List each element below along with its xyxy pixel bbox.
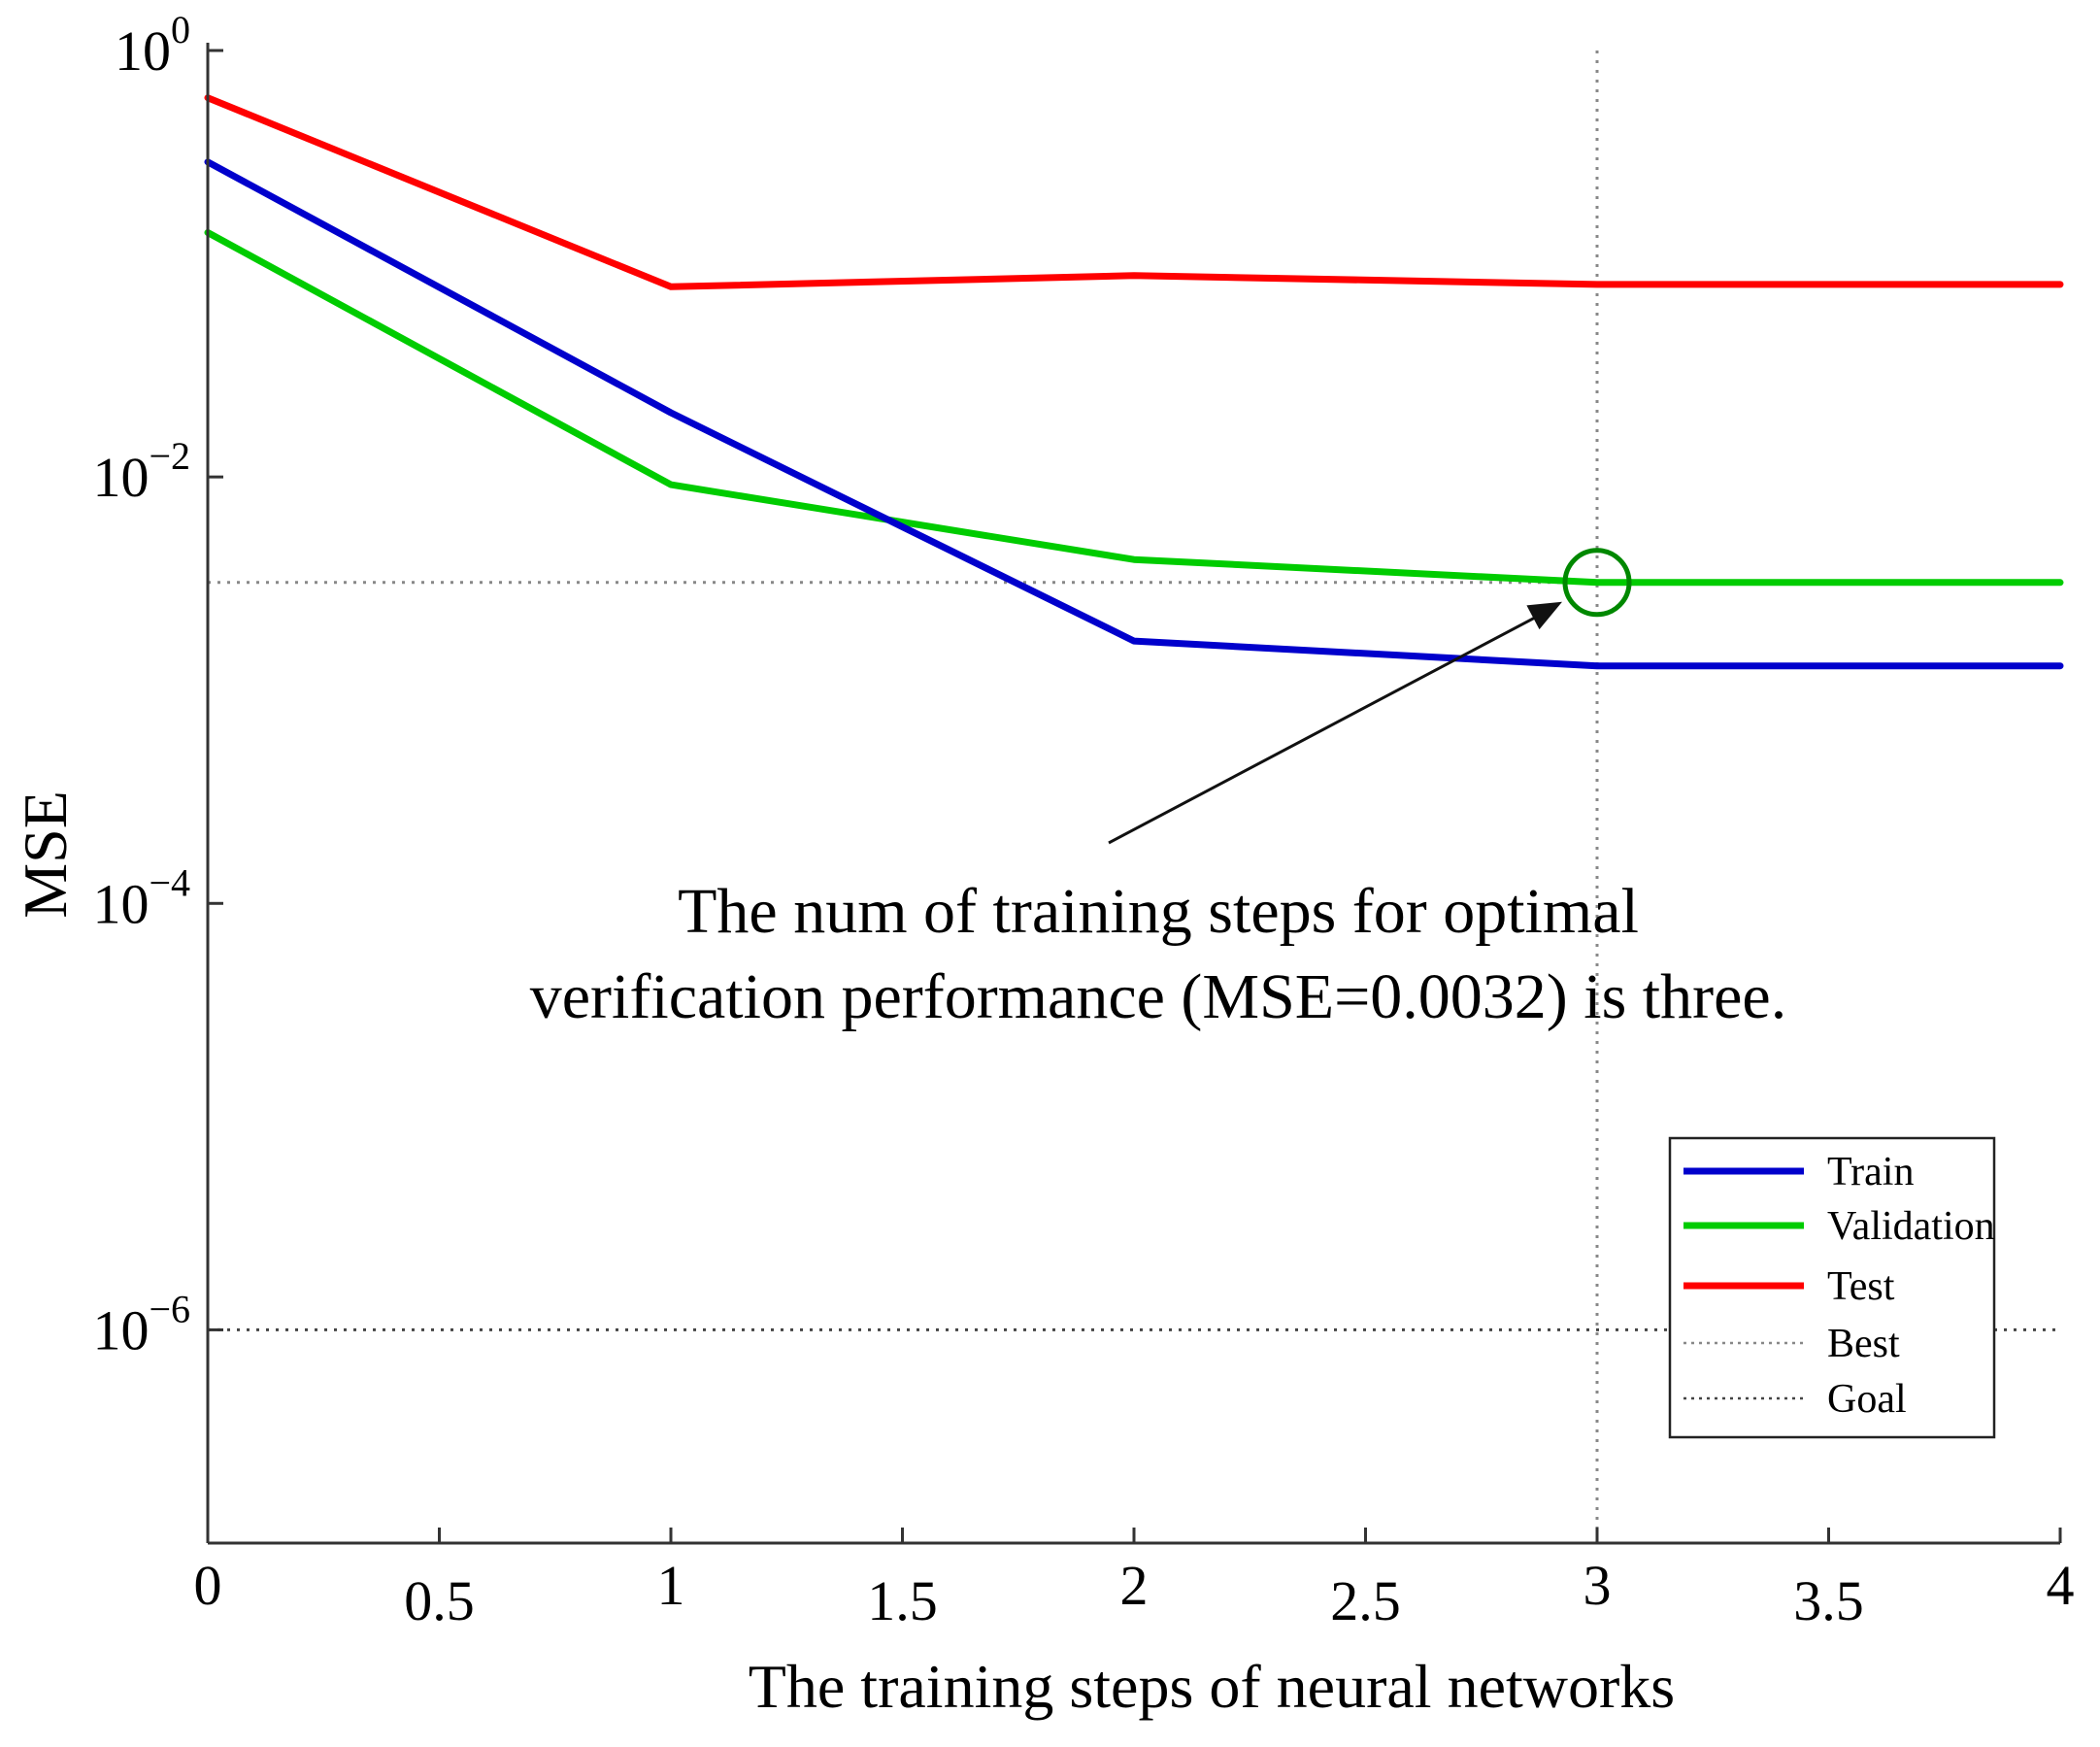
x-tick-label: 0.5 <box>404 1569 475 1632</box>
axes: The training steps of neural networks MSE <box>11 43 2060 1721</box>
x-tick-label: 2 <box>1120 1554 1149 1617</box>
series-line-validation <box>204 229 2064 587</box>
legend: Train Validation Test Best Goal <box>1668 1136 1996 1439</box>
annotation-arrow-line <box>1108 613 1542 845</box>
x-tick-label: 3 <box>1583 1554 1612 1617</box>
annotation: The num of training steps for optimal ver… <box>530 601 1786 1032</box>
x-tick-label: 0 <box>194 1554 222 1617</box>
best-marker-circle <box>1562 548 1632 618</box>
x-axis-title: The training steps of neural networks <box>749 1652 1675 1721</box>
series-line-test <box>204 94 2064 290</box>
y-tick-base: 10 <box>92 1298 149 1361</box>
y-tick-exponent: −6 <box>149 1287 190 1330</box>
y-tick-base: 10 <box>92 446 149 509</box>
y-tick-label: 100 <box>115 8 190 83</box>
legend-label-train: Train <box>1827 1150 1914 1194</box>
x-tick-label: 1 <box>657 1554 685 1617</box>
y-tick-base: 10 <box>115 19 171 83</box>
x-tick-label: 2.5 <box>1330 1569 1401 1632</box>
x-tick-label: 1.5 <box>867 1569 938 1632</box>
y-tick-label: 10−2 <box>92 434 190 509</box>
x-tick-label: 3.5 <box>1793 1569 1864 1632</box>
y-tick-base: 10 <box>92 872 149 935</box>
y-tick-exponent: −2 <box>149 434 190 478</box>
legend-label-goal: Goal <box>1827 1377 1907 1422</box>
y-tick-exponent: 0 <box>171 8 190 51</box>
y-axis-title: MSE <box>11 790 80 919</box>
annotation-text-line: The num of training steps for optimal <box>678 876 1639 947</box>
annotation-text-line: verification performance (MSE=0.0032) is… <box>530 961 1786 1032</box>
y-tick-label: 10−6 <box>92 1287 190 1361</box>
legend-label-best: Best <box>1827 1322 1900 1366</box>
legend-label-test: Test <box>1827 1264 1895 1309</box>
x-tick-label: 4 <box>2047 1554 2075 1617</box>
series-lines <box>204 94 2064 670</box>
y-tick-exponent: −4 <box>149 860 190 904</box>
y-tick-label: 10−4 <box>92 860 190 935</box>
annotation-arrow-head <box>1526 601 1562 630</box>
series-line-train <box>204 158 2064 670</box>
legend-label-validation: Validation <box>1827 1204 1995 1249</box>
